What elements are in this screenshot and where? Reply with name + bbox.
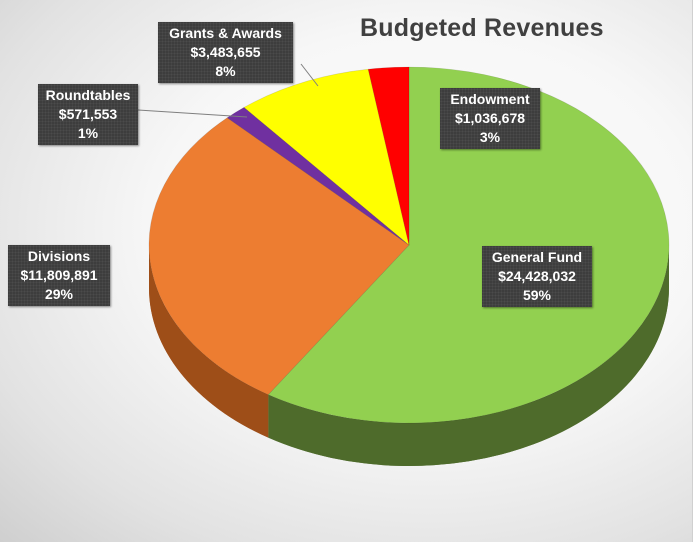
leader-line-roundtables	[137, 109, 248, 118]
data-label-general-fund-percent: 59%	[522, 287, 552, 303]
data-label-roundtables-percent: 1%	[77, 125, 99, 141]
leader-lines	[137, 63, 319, 118]
pie-slice-roundtables	[226, 107, 410, 246]
data-label-endowment: Endowment $1,036,678 3%	[440, 88, 540, 149]
leader-line-grants-awards	[300, 63, 319, 87]
pie-slice-endowment	[367, 66, 410, 246]
data-label-endowment-name: Endowment	[450, 91, 530, 107]
pie-depth-layer	[149, 245, 669, 466]
pie-slice-divisions	[148, 117, 410, 396]
data-label-divisions: Divisions $11,809,891 29%	[8, 245, 110, 306]
data-label-roundtables-value: $571,553	[58, 106, 118, 122]
pie-side-shade-divisions	[149, 245, 269, 438]
data-label-general-fund-name: General Fund	[491, 249, 583, 265]
data-label-divisions-name: Divisions	[27, 248, 91, 264]
data-label-grants-awards-name: Grants & Awards	[169, 25, 282, 41]
data-label-endowment-percent: 3%	[479, 129, 501, 145]
pie-slice-grants-awards	[243, 68, 410, 246]
chart-title: Budgeted Revenues	[360, 14, 604, 42]
data-label-grants-awards-percent: 8%	[215, 63, 236, 79]
pie-side-shade-general-fund	[268, 245, 669, 466]
data-label-divisions-value: $11,809,891	[20, 267, 98, 283]
data-label-divisions-percent: 29%	[44, 286, 74, 302]
pie-slice-general-fund	[267, 66, 670, 424]
pie-top-layer	[148, 66, 670, 424]
data-label-general-fund-value: $24,428,032	[498, 268, 576, 284]
data-label-roundtables: Roundtables $571,553 1%	[38, 84, 138, 145]
data-label-roundtables-name: Roundtables	[45, 87, 131, 103]
data-label-grants-awards: Grants & Awards $3,483,655 8%	[158, 22, 293, 83]
data-label-grants-awards-value: $3,483,655	[190, 44, 261, 60]
data-label-general-fund: General Fund $24,428,032 59%	[482, 246, 592, 307]
data-label-endowment-value: $1,036,678	[454, 110, 526, 126]
